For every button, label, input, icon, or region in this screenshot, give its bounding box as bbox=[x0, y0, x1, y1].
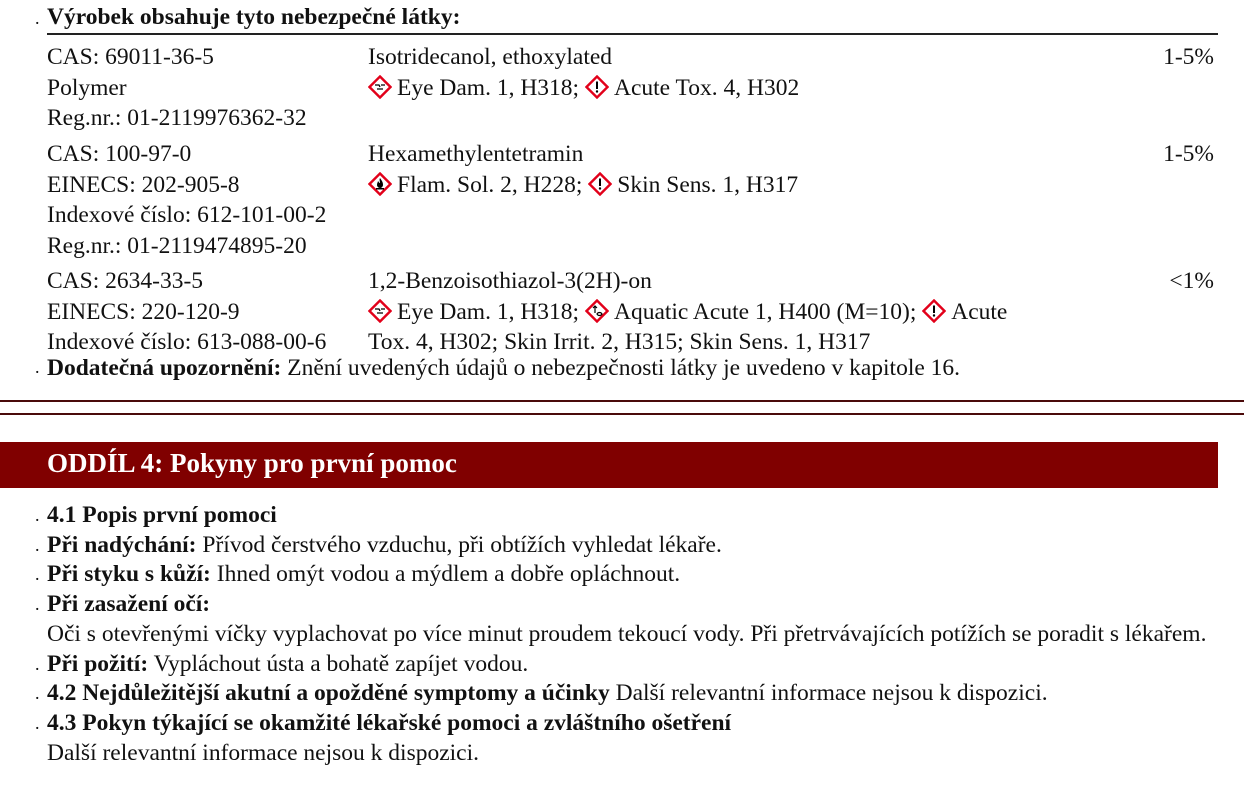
additional-note-label: Dodatečná upozornění: bbox=[47, 355, 282, 381]
heading-underline bbox=[47, 33, 1218, 35]
first-aid-item: . Při nadýchání: Přívod čerstvého vzduchu… bbox=[35, 531, 1218, 561]
bullet-dot: . bbox=[35, 357, 40, 377]
additional-note-text: Znění uvedených údajů o nebezpečnosti lá… bbox=[287, 355, 961, 381]
substance-name: Isotridecanol, ethoxylated bbox=[368, 44, 613, 70]
identifier-line: EINECS: 202-905-8 bbox=[47, 171, 240, 198]
hazard-classification: Eye Dam. 1, H318; bbox=[397, 74, 580, 101]
hazard-classification: Flam. Sol. 2, H228; bbox=[397, 171, 583, 198]
hazard-line: Eye Dam. 1, H318; Aquatic Acute 1, H400 … bbox=[368, 297, 1007, 328]
hazard-line: Tox. 4, H302; Skin Irrit. 2, H315; Skin … bbox=[368, 327, 1007, 358]
first-aid-item: . Při styku s kůží: Ihned omýt vodou a mý… bbox=[35, 560, 1218, 590]
bullet-dot: . bbox=[35, 683, 40, 704]
substance-details: Hexamethylentetramin Flam. Sol. 2, H228; … bbox=[368, 139, 798, 200]
ghs05-corrosion-icon bbox=[368, 298, 392, 323]
substance-details: Isotridecanol, ethoxylated Eye Dam. 1, H3… bbox=[368, 42, 799, 103]
additional-note: Dodatečná upozornění: Znění uvedených úd… bbox=[47, 355, 960, 382]
hazard-classification: Acute Tox. 4, H302 bbox=[613, 74, 800, 101]
first-aid-label: Při styku s kůží: bbox=[47, 561, 211, 588]
concentration: 1-5% bbox=[1163, 44, 1214, 70]
hazard-classification: Aquatic Acute 1, H400 (M=10); bbox=[613, 298, 917, 325]
bullet-dot: . bbox=[35, 505, 40, 525]
first-aid-text: Oči s otevřenými víčky vyplachovat po ví… bbox=[47, 620, 1207, 647]
bullet-dot: . bbox=[35, 8, 40, 28]
hazardous-substances-heading: Výrobek obsahuje tyto nebezpečné látky: bbox=[47, 4, 461, 30]
first-aid-text: Přívod čerstvého vzduchu, při obtížích v… bbox=[202, 531, 722, 558]
first-aid-text: Další relevantní informace nejsou k disp… bbox=[47, 739, 480, 766]
first-aid-label: Při požití: bbox=[47, 650, 149, 677]
ghs09-environment-icon bbox=[584, 298, 609, 323]
section-4-title: ODDÍL 4: Pokyny pro první pomoc bbox=[47, 448, 457, 478]
concentration: 1-5% bbox=[1163, 141, 1214, 167]
hazard-classification: Tox. 4, H302; Skin Irrit. 2, H315; Skin … bbox=[368, 329, 871, 355]
first-aid-label: 4.3 Pokyn týkající se okamžité lékařské … bbox=[47, 709, 732, 736]
substance-identifiers: CAS: 2634-33-5 EINECS: 220-120-9 Indexové … bbox=[47, 266, 326, 358]
hazard-line: Eye Dam. 1, H318; Acute Tox. 4, H302 bbox=[368, 73, 799, 104]
first-aid-label: 4.2 Nejdůležitější akutní a opožděné sym… bbox=[47, 680, 610, 707]
first-aid-item: Další relevantní informace nejsou k disp… bbox=[47, 739, 1218, 769]
bullet-dot: . bbox=[35, 712, 40, 733]
ghs07-exclamation-icon bbox=[588, 171, 613, 196]
section-4-banner: ODDÍL 4: Pokyny pro první pomoc bbox=[0, 442, 1218, 488]
identifier-line: Reg.nr.: 01-2119474895-20 bbox=[47, 232, 307, 259]
ghs02-flame-icon bbox=[368, 171, 392, 196]
substance-identifiers: CAS: 69011-36-5 Polymer Reg.nr.: 01-211997… bbox=[47, 42, 307, 134]
hazard-classification: Eye Dam. 1, H318; bbox=[397, 298, 580, 325]
first-aid-label: Při zasažení očí: bbox=[47, 591, 211, 618]
identifier-line: Indexové číslo: 612-101-00-2 bbox=[47, 202, 327, 228]
first-aid-item: . Při zasažení očí: bbox=[35, 590, 1218, 620]
substance-name: 1,2-Benzoisothiazol-3(2H)-on bbox=[368, 268, 652, 294]
hazard-line: Flam. Sol. 2, H228; Skin Sens. 1, H317 bbox=[368, 170, 798, 201]
identifier-line: Reg.nr.: 01-2119976362-32 bbox=[47, 105, 307, 131]
first-aid-text: Další relevantní informace nejsou k disp… bbox=[615, 680, 1048, 707]
identifier-line: EINECS: 220-120-9 bbox=[47, 298, 240, 325]
first-aid-item: . 4.3 Pokyn týkající se okamžité lékařské… bbox=[35, 709, 1218, 739]
first-aid-section: . 4.1 Popis první pomoci . Při nadýchání: … bbox=[35, 501, 1218, 769]
identifier-line: Polymer bbox=[47, 74, 127, 101]
substance-identifiers: CAS: 100-97-0 EINECS: 202-905-8 Indexové č… bbox=[47, 139, 326, 261]
concentration: <1% bbox=[1169, 268, 1214, 294]
bullet-dot: . bbox=[35, 564, 40, 585]
identifier-line: CAS: 69011-36-5 bbox=[47, 44, 214, 70]
identifier-line: CAS: 2634-33-5 bbox=[47, 268, 204, 294]
section-divider-top bbox=[0, 400, 1244, 402]
identifier-line: CAS: 100-97-0 bbox=[47, 141, 192, 167]
ghs05-corrosion-icon bbox=[368, 74, 392, 99]
first-aid-item: . 4.1 Popis první pomoci bbox=[35, 501, 1218, 531]
ghs07-exclamation-icon bbox=[584, 74, 609, 99]
substance-name: Hexamethylentetramin bbox=[368, 141, 584, 167]
bullet-dot: . bbox=[35, 594, 40, 615]
identifier-line: Indexové číslo: 613-088-00-6 bbox=[47, 329, 327, 355]
first-aid-item: . Při požití: Vypláchout ústa a bohatě za… bbox=[35, 650, 1218, 680]
hazard-classification: Acute bbox=[951, 298, 1008, 325]
hazard-classification: Skin Sens. 1, H317 bbox=[617, 171, 799, 198]
first-aid-item: Oči s otevřenými víčky vyplachovat po ví… bbox=[47, 620, 1218, 650]
bullet-dot: . bbox=[35, 653, 40, 674]
section-divider-bottom bbox=[0, 413, 1244, 415]
first-aid-item: . 4.2 Nejdůležitější akutní a opožděné sy… bbox=[35, 679, 1218, 709]
first-aid-label: 4.1 Popis první pomoci bbox=[47, 502, 277, 528]
first-aid-text: Ihned omýt vodou a mýdlem a dobře oplách… bbox=[216, 561, 681, 588]
first-aid-label: Při nadýchání: bbox=[47, 531, 197, 558]
first-aid-text: Vypláchout ústa a bohatě zapíjet vodou. bbox=[153, 650, 529, 677]
ghs07-exclamation-icon bbox=[922, 298, 947, 323]
bullet-dot: . bbox=[35, 534, 40, 555]
substance-details: 1,2-Benzoisothiazol-3(2H)-on Eye Dam. 1, … bbox=[368, 266, 1007, 358]
